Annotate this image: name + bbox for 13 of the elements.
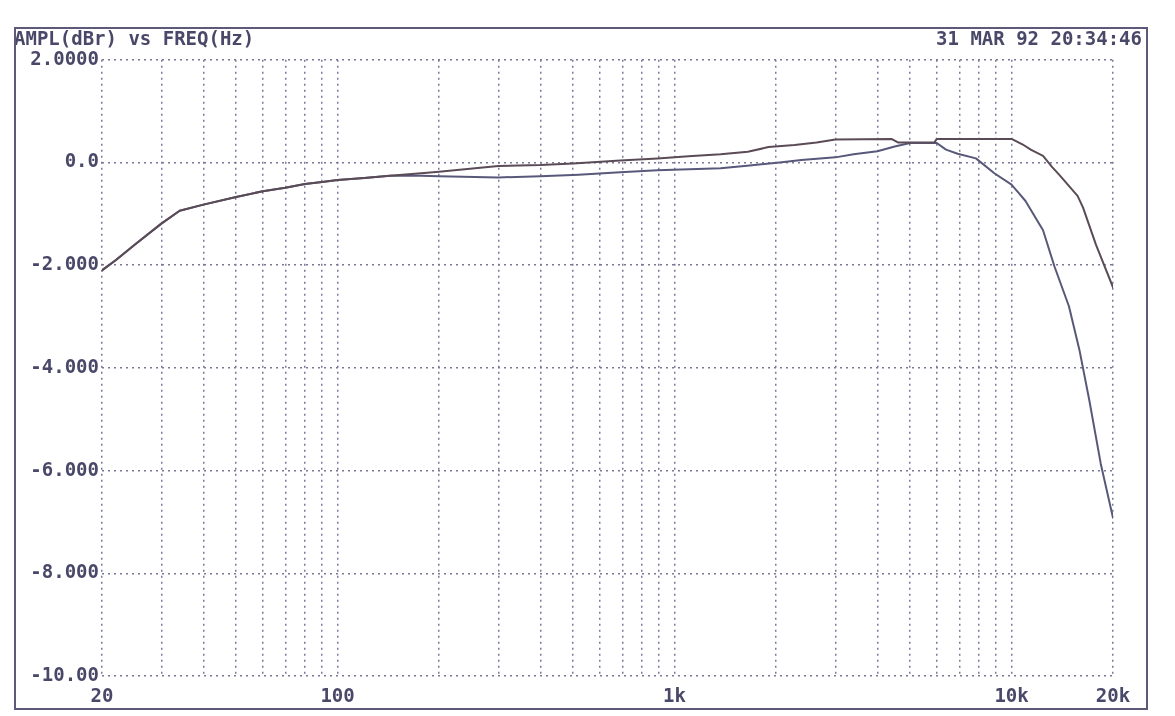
y-tick-label: -2.000 <box>30 252 99 275</box>
x-tick-label: 100 <box>320 684 355 707</box>
y-tick-label: -8.000 <box>30 560 99 583</box>
x-tick-label: 1k <box>663 684 687 707</box>
x-tick-label: 10k <box>994 684 1030 707</box>
x-tick-label: 20k <box>1095 684 1131 707</box>
chart-title: AMPL(dBr) vs FREQ(Hz) <box>14 27 255 50</box>
y-tick-label: -10.00 <box>30 662 99 685</box>
text: 31 MAR 92 20:34:46 <box>936 26 1142 49</box>
y-tick-label: -4.000 <box>30 354 99 377</box>
y-tick-label: -6.000 <box>30 457 99 480</box>
y-tick-label: 0.0 <box>64 149 99 172</box>
x-tick-label: 20 <box>90 684 114 707</box>
